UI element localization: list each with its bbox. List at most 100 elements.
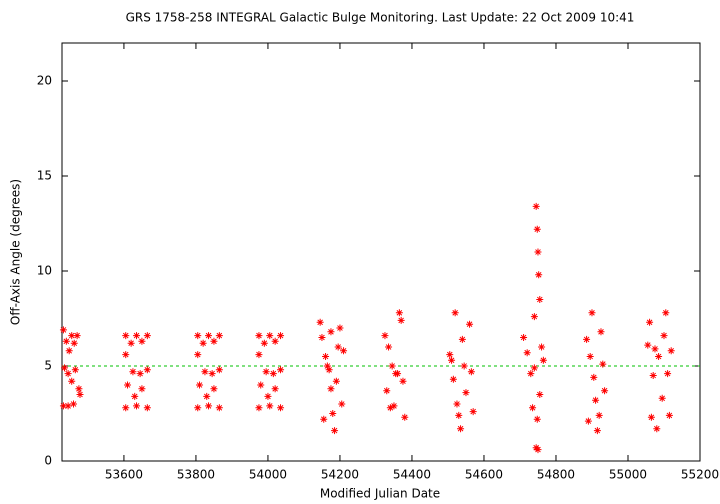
data-point: [215, 332, 223, 340]
data-point: [455, 411, 463, 419]
data-point: [65, 347, 73, 355]
x-tick-label: 55200: [681, 468, 719, 482]
data-point: [532, 202, 540, 210]
data-point: [143, 366, 151, 374]
data-point: [136, 370, 144, 378]
data-point: [467, 368, 475, 376]
data-point: [133, 332, 141, 340]
x-tick-label: 54000: [249, 468, 287, 482]
data-point: [205, 402, 213, 410]
data-point: [329, 410, 337, 417]
data-point: [449, 375, 457, 383]
data-point: [383, 387, 391, 395]
data-point: [590, 373, 598, 381]
data-point: [262, 368, 270, 376]
data-point: [394, 370, 402, 378]
data-point: [523, 349, 531, 357]
data-point: [138, 385, 146, 393]
data-point: [536, 391, 544, 398]
data-point: [338, 400, 346, 408]
data-point: [194, 332, 202, 340]
data-point: [599, 360, 607, 368]
data-point: [653, 425, 661, 433]
data-point: [588, 309, 596, 317]
data-point: [76, 391, 84, 398]
data-point: [75, 385, 83, 393]
x-tick-label: 53600: [105, 468, 143, 482]
data-point: [64, 402, 72, 410]
data-point: [529, 404, 537, 412]
chart-title: GRS 1758-258 INTEGRAL Galactic Bulge Mon…: [126, 11, 635, 25]
data-point: [143, 332, 151, 340]
data-point: [332, 377, 340, 385]
data-point: [194, 404, 202, 412]
data-point: [395, 309, 403, 317]
data-point: [530, 313, 538, 321]
data-point: [651, 345, 659, 353]
data-point: [667, 347, 675, 355]
data-point: [210, 337, 218, 345]
data-point: [59, 326, 67, 334]
data-point: [451, 309, 459, 317]
data-point: [257, 381, 265, 389]
data-point: [448, 356, 456, 364]
data-point: [266, 332, 274, 340]
data-point: [399, 377, 407, 385]
data-point: [322, 353, 330, 360]
data-point: [655, 353, 663, 360]
data-point: [644, 341, 652, 349]
data-point: [536, 296, 544, 303]
data-point: [520, 334, 528, 341]
data-point: [59, 402, 67, 410]
data-point: [271, 337, 279, 345]
data-point: [64, 370, 72, 378]
x-tick-label: 54800: [537, 468, 575, 482]
data-point: [534, 446, 542, 454]
data-point: [61, 364, 69, 372]
data-point: [260, 339, 268, 347]
data-point: [658, 394, 666, 402]
data-point: [595, 411, 603, 419]
data-point: [127, 339, 135, 347]
y-tick-label: 5: [44, 359, 52, 373]
data-point: [131, 392, 139, 400]
data-point: [534, 248, 542, 256]
data-point: [593, 427, 601, 435]
data-point: [215, 404, 223, 412]
y-tick-label: 10: [37, 264, 52, 278]
data-point: [271, 385, 279, 393]
data-point: [201, 368, 209, 376]
data-point: [277, 332, 285, 340]
data-point: [215, 366, 223, 374]
data-point: [205, 332, 213, 340]
data-point: [129, 368, 137, 376]
data-point: [660, 332, 668, 340]
data-point: [662, 309, 670, 317]
data-point: [535, 271, 543, 279]
data-point: [70, 339, 78, 347]
data-point: [68, 332, 76, 340]
x-tick-label: 53800: [177, 468, 215, 482]
data-point: [325, 366, 333, 374]
data-point: [62, 337, 70, 345]
data-point: [316, 318, 324, 326]
y-axis-label: Off-Axis Angle (degrees): [9, 179, 23, 325]
data-point: [264, 392, 272, 400]
data-point: [124, 381, 132, 389]
data-point: [199, 339, 207, 347]
data-point: [320, 415, 328, 423]
data-point: [68, 377, 76, 385]
data-point: [469, 408, 477, 416]
data-point: [255, 351, 263, 359]
data-point: [592, 396, 600, 404]
data-point: [538, 343, 546, 351]
data-point: [649, 372, 657, 379]
data-point: [334, 343, 342, 351]
data-point: [466, 320, 474, 328]
data-point: [143, 404, 151, 412]
data-point: [665, 411, 673, 419]
data-point: [601, 387, 609, 395]
data-point: [460, 362, 468, 370]
